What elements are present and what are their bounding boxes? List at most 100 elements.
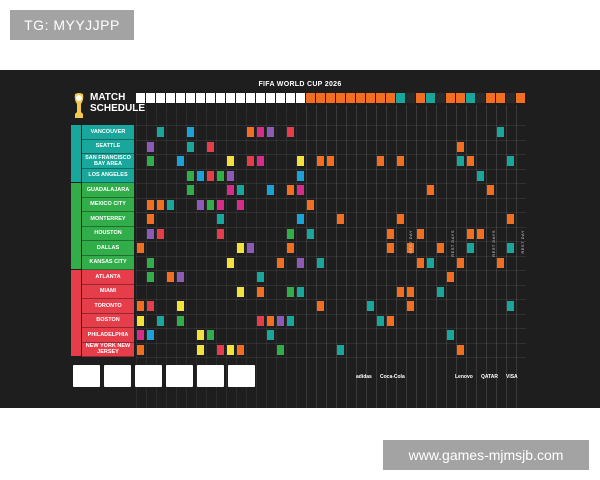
match-marker [337, 214, 344, 224]
date-header-cell [246, 93, 255, 103]
date-header-cell [456, 93, 465, 103]
website-watermark: www.games-mjmsjb.com [383, 440, 589, 470]
match-marker [287, 185, 294, 195]
date-header-cell [316, 93, 325, 103]
city-label: SAN FRANCISCO BAY AREA [82, 154, 134, 169]
grid-col-line [456, 105, 457, 408]
match-marker [167, 199, 174, 210]
city-label: SEATTLE [82, 139, 134, 154]
grid-col-line [176, 105, 177, 408]
rest-day-label-2: REST DAY [520, 230, 525, 254]
city-label: KANSAS CITY [82, 255, 134, 270]
match-marker [507, 243, 514, 253]
match-marker [157, 228, 164, 239]
grid-row-line [136, 139, 526, 141]
match-marker [467, 243, 474, 253]
poster-title: FIFA WORLD CUP 2026 [258, 81, 342, 88]
match-marker [147, 156, 154, 166]
grid-col-line [346, 105, 347, 408]
match-marker [267, 127, 274, 137]
match-marker [157, 315, 164, 326]
match-marker [257, 272, 264, 282]
match-marker [307, 228, 314, 239]
grid-row-line [136, 125, 526, 126]
grid-col-line [496, 105, 497, 408]
match-marker [247, 127, 254, 137]
city-label: TORONTO [82, 299, 134, 314]
rest-day-label-1: REST DAY [408, 230, 413, 254]
match-marker [407, 243, 414, 253]
match-marker [147, 141, 154, 152]
date-header-cell [166, 93, 175, 103]
grid-row-line [136, 313, 526, 315]
group-legend-f [228, 365, 255, 387]
match-marker [227, 344, 234, 355]
city-label: VANCOUVER [82, 125, 134, 140]
match-marker [207, 170, 214, 181]
match-marker [317, 301, 324, 311]
match-marker [407, 301, 414, 311]
date-header-cell [396, 93, 405, 103]
date-header-cell [296, 93, 305, 103]
date-header-cell [306, 93, 315, 103]
grid-row-line [136, 328, 526, 329]
date-header-cell [186, 93, 195, 103]
grid-col-line [266, 105, 267, 408]
grid-col-line [196, 105, 197, 408]
match-marker [297, 170, 304, 181]
match-marker [287, 315, 294, 326]
grid-col-line [286, 105, 287, 408]
match-marker [387, 243, 394, 253]
grid-col-line [356, 105, 357, 408]
match-marker [317, 156, 324, 166]
match-marker [157, 127, 164, 137]
match-marker [267, 315, 274, 326]
region-bar-1 [71, 125, 81, 182]
grid-row-line [136, 255, 526, 257]
match-marker [207, 330, 214, 340]
city-label: MIAMI [82, 284, 134, 299]
match-marker [287, 127, 294, 137]
match-marker [227, 170, 234, 181]
match-marker [207, 199, 214, 210]
grid-col-line [486, 105, 487, 408]
group-legend-e [197, 365, 224, 387]
channel-tag: TG: MYYJJPP [10, 10, 134, 40]
date-header-cell [486, 93, 495, 103]
city-label: ATLANTA [82, 270, 134, 285]
date-header-cell [176, 93, 185, 103]
grid-col-line [246, 105, 247, 408]
date-header-cell [146, 93, 155, 103]
grid-row-line [136, 357, 526, 358]
match-marker [187, 185, 194, 195]
grid-row-line [136, 226, 526, 228]
match-marker [367, 301, 374, 311]
match-schedule-poster: FIFA WORLD CUP 2026 MATCH SCHEDULE VANCO… [0, 70, 600, 408]
match-marker [287, 243, 294, 253]
match-marker [137, 301, 144, 311]
match-marker [217, 170, 224, 181]
date-header-cell [516, 93, 525, 103]
match-marker [317, 257, 324, 268]
region-bar-2 [71, 183, 81, 269]
match-marker [457, 257, 464, 268]
grid-row-line [136, 299, 526, 300]
match-marker [187, 141, 194, 152]
grid-row-line [136, 270, 526, 271]
match-marker [187, 127, 194, 137]
match-marker [477, 170, 484, 181]
grid-col-line [506, 105, 507, 408]
match-marker [327, 156, 334, 166]
match-marker [177, 272, 184, 282]
group-legend-c [135, 365, 162, 387]
grid-col-line [296, 105, 297, 408]
grid-row-line [136, 284, 526, 286]
match-marker [447, 330, 454, 340]
city-label: HOUSTON [82, 226, 134, 241]
grid-col-line [146, 105, 147, 408]
match-marker [437, 286, 444, 297]
grid-col-line [446, 105, 447, 408]
date-header-cell [346, 93, 355, 103]
sponsor-lenovo: Lenovo [455, 374, 473, 380]
grid-col-line [426, 105, 427, 408]
